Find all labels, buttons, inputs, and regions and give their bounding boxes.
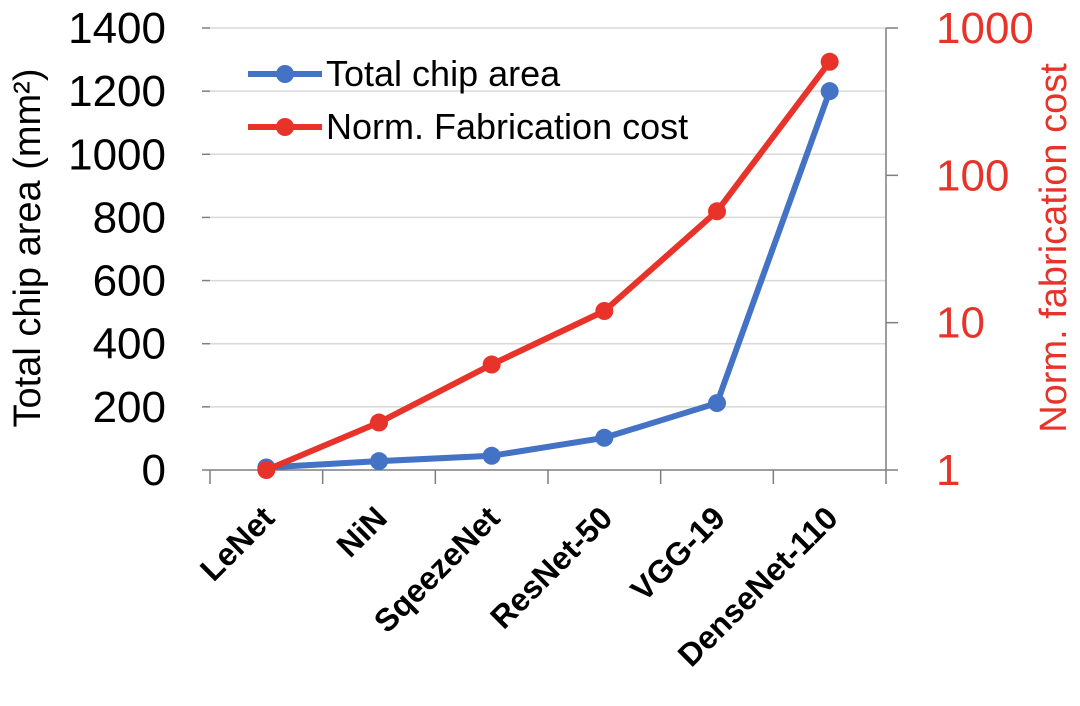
category-label: ResNet-50 <box>483 499 619 635</box>
data-point <box>820 82 839 101</box>
data-point <box>482 355 501 374</box>
legend-label: Norm. Fabrication cost <box>326 106 688 147</box>
left-tick-label: 1000 <box>68 130 166 179</box>
data-point <box>370 413 388 432</box>
axes <box>202 27 898 484</box>
data-point <box>370 452 388 471</box>
data-point <box>708 202 726 221</box>
left-tick-label: 1200 <box>68 67 166 116</box>
series-line <box>266 90 833 471</box>
category-label: NiN <box>330 499 394 563</box>
right-tick-label: 1000 <box>936 4 1034 53</box>
right-axis-title: Norm. fabrication cost <box>1033 63 1075 433</box>
left-axis-ticks: 0 200 400 600 800 1000 1200 1400 <box>68 4 166 495</box>
left-tick-label: 800 <box>93 193 166 242</box>
series-layer <box>257 52 839 479</box>
data-point <box>595 302 614 321</box>
left-axis-title: Total chip area (mm²) <box>7 69 49 428</box>
data-point <box>482 446 501 465</box>
series-line <box>265 59 833 473</box>
left-tick-label: 400 <box>93 320 166 369</box>
right-axis-ticks: 1 10 100 1000 <box>936 4 1034 495</box>
right-tick-label: 1 <box>936 446 960 495</box>
category-label: LeNet <box>193 499 282 588</box>
left-tick-label: 0 <box>142 446 166 495</box>
right-tick-label: 100 <box>936 151 1009 200</box>
legend: Total chip area Norm. Fabrication cost <box>248 53 688 147</box>
legend-marker <box>276 65 294 83</box>
data-point <box>257 461 276 479</box>
gridlines <box>210 27 886 408</box>
data-point <box>595 428 614 447</box>
legend-marker <box>276 118 294 136</box>
data-point <box>820 52 839 71</box>
right-tick-label: 10 <box>936 299 985 348</box>
left-tick-label: 1400 <box>68 4 166 53</box>
legend-label: Total chip area <box>326 53 561 94</box>
left-tick-label: 200 <box>93 383 166 432</box>
category-label: VGG-19 <box>623 499 731 607</box>
left-tick-label: 600 <box>93 257 166 306</box>
data-point <box>708 394 726 413</box>
